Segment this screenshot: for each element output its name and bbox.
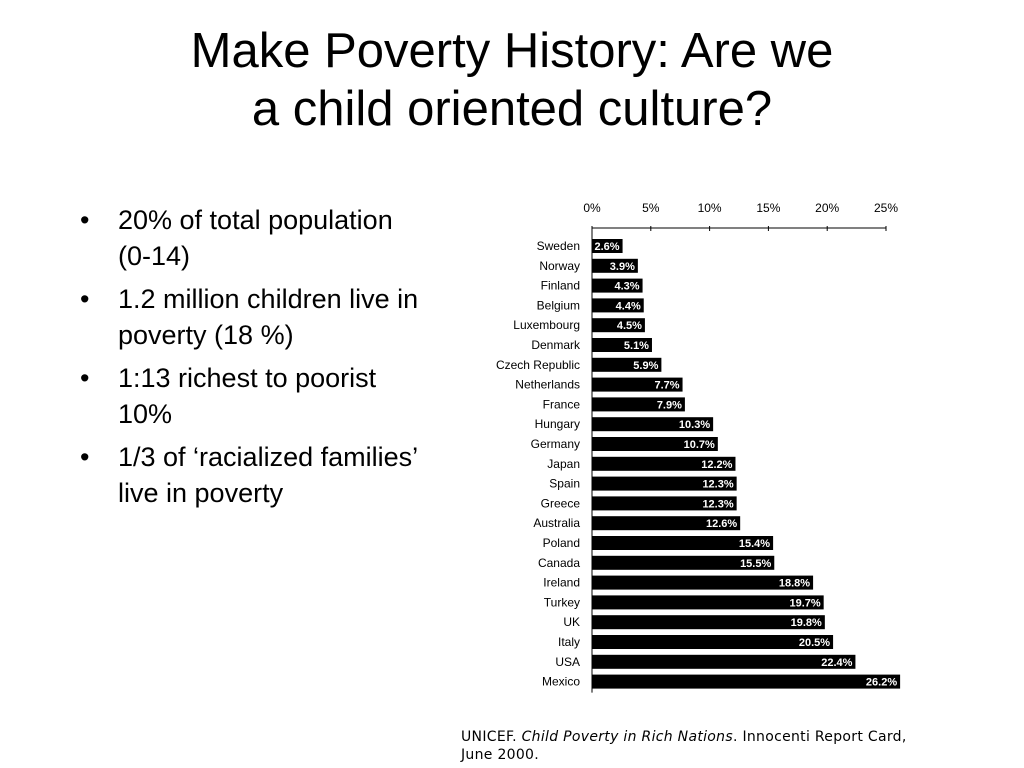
bar-value-label: 4.5% (617, 320, 642, 332)
bar-value-label: 18.8% (779, 578, 810, 590)
category-label: France (543, 397, 581, 411)
bar-value-label: 19.7% (789, 597, 820, 609)
category-label: Belgium (537, 298, 580, 312)
bar (592, 496, 737, 511)
bar (592, 417, 714, 432)
bar-value-label: 4.3% (614, 281, 639, 293)
bullet-text: 1.2 million children live in poverty (18… (118, 284, 419, 350)
source-title: Child Poverty in Rich Nations (521, 729, 733, 745)
bullet-dot: • (80, 442, 90, 472)
bar (592, 635, 834, 649)
bar-value-label: 20.5% (799, 637, 830, 649)
bar (592, 318, 645, 333)
bullet-item: • 1.2 million children live in poverty (… (80, 281, 420, 353)
bar (592, 278, 643, 293)
category-label: Spain (549, 477, 580, 491)
bullet-item: • 1:13 richest to poorist 10% (80, 360, 420, 432)
bar-value-label: 15.5% (740, 558, 771, 570)
slide-title: Make Poverty History: Are we a child ori… (0, 22, 1024, 138)
source-citation: UNICEF. Child Poverty in Rich Nations. I… (461, 728, 921, 764)
bullet-list: • 20% of total population (0-14) • 1.2 m… (80, 202, 420, 518)
bar (592, 654, 856, 669)
bullet-dot: • (80, 363, 90, 393)
bullet-text: 1:13 richest to poorist 10% (118, 363, 377, 429)
category-label: Czech Republic (496, 358, 580, 372)
bar (592, 536, 774, 550)
slide-title-line-1: Make Poverty History: Are we (190, 24, 834, 78)
x-tick-label: 25% (874, 201, 898, 215)
bar (592, 258, 638, 273)
bar-value-label: 12.6% (706, 518, 737, 530)
category-label: Finland (541, 279, 580, 293)
category-label: USA (555, 655, 580, 669)
bar (592, 615, 825, 630)
bar (592, 397, 685, 412)
bar (592, 377, 683, 392)
x-tick-label: 10% (698, 201, 722, 215)
category-label: Canada (538, 556, 580, 570)
bar-value-label: 7.7% (654, 380, 679, 392)
category-label: Hungary (535, 417, 580, 431)
category-label: Italy (558, 635, 580, 649)
category-label: Australia (533, 516, 580, 530)
bar (592, 595, 824, 610)
bar (592, 338, 652, 352)
category-label: Sweden (537, 239, 580, 253)
bar (592, 298, 644, 313)
bar (592, 555, 775, 570)
bar-value-label: 10.7% (684, 439, 715, 451)
bar (592, 437, 718, 451)
category-label: Norway (539, 259, 580, 273)
bar-value-label: 12.2% (701, 459, 732, 471)
category-label: Germany (531, 437, 580, 451)
bar-value-label: 12.3% (702, 498, 733, 510)
bar (592, 239, 623, 253)
category-label: Japan (547, 457, 580, 471)
bar-value-label: 12.3% (702, 479, 733, 491)
x-tick-label: 15% (756, 201, 780, 215)
bar-value-label: 5.1% (624, 340, 649, 352)
slide-title-line-2: a child oriented culture? (251, 82, 773, 136)
bullet-item: • 1/3 of ‘racialized families’ live in p… (80, 439, 420, 511)
bullet-item: • 20% of total population (0-14) (80, 202, 420, 274)
category-label: UK (563, 615, 580, 629)
bar-value-label: 19.8% (791, 617, 822, 629)
source-suffix: . Innocenti Report Card, June 2000. (461, 729, 907, 763)
category-label: Ireland (543, 576, 580, 590)
bar-value-label: 4.4% (616, 300, 641, 312)
bullet-dot: • (80, 284, 90, 314)
x-tick-label: 20% (815, 201, 839, 215)
bar-value-label: 22.4% (821, 657, 852, 669)
bar-value-label: 15.4% (739, 538, 770, 550)
bullet-text: 1/3 of ‘racialized families’ live in pov… (118, 442, 418, 508)
bar-value-label: 7.9% (657, 399, 682, 411)
category-label: Mexico (542, 675, 580, 689)
bullet-dot: • (80, 205, 90, 235)
bar (592, 357, 662, 372)
bar (592, 516, 741, 531)
bar (592, 674, 901, 689)
category-label: Poland (543, 536, 580, 550)
bar (592, 456, 736, 471)
bullet-text: 20% of total population (0-14) (118, 205, 393, 271)
bar-value-label: 26.2% (866, 677, 897, 689)
category-label: Greece (541, 496, 581, 510)
bar-value-label: 2.6% (594, 241, 619, 253)
category-label: Turkey (544, 595, 580, 609)
source-prefix: UNICEF. (461, 729, 522, 745)
bar (592, 476, 737, 491)
category-label: Denmark (531, 338, 581, 352)
bar-value-label: 5.9% (633, 360, 658, 372)
child-poverty-bar-chart: 0% 5% 10% 15% 20% 25% Sweden 2.6% Norway 3.9% Finl… (496, 201, 901, 693)
category-label: Netherlands (515, 378, 580, 392)
bar-value-label: 10.3% (679, 419, 710, 431)
bar (592, 575, 814, 590)
x-tick-label: 0% (583, 201, 601, 215)
bar-value-label: 3.9% (610, 261, 635, 273)
category-label: Luxembourg (513, 318, 580, 332)
x-tick-label: 5% (642, 201, 660, 215)
